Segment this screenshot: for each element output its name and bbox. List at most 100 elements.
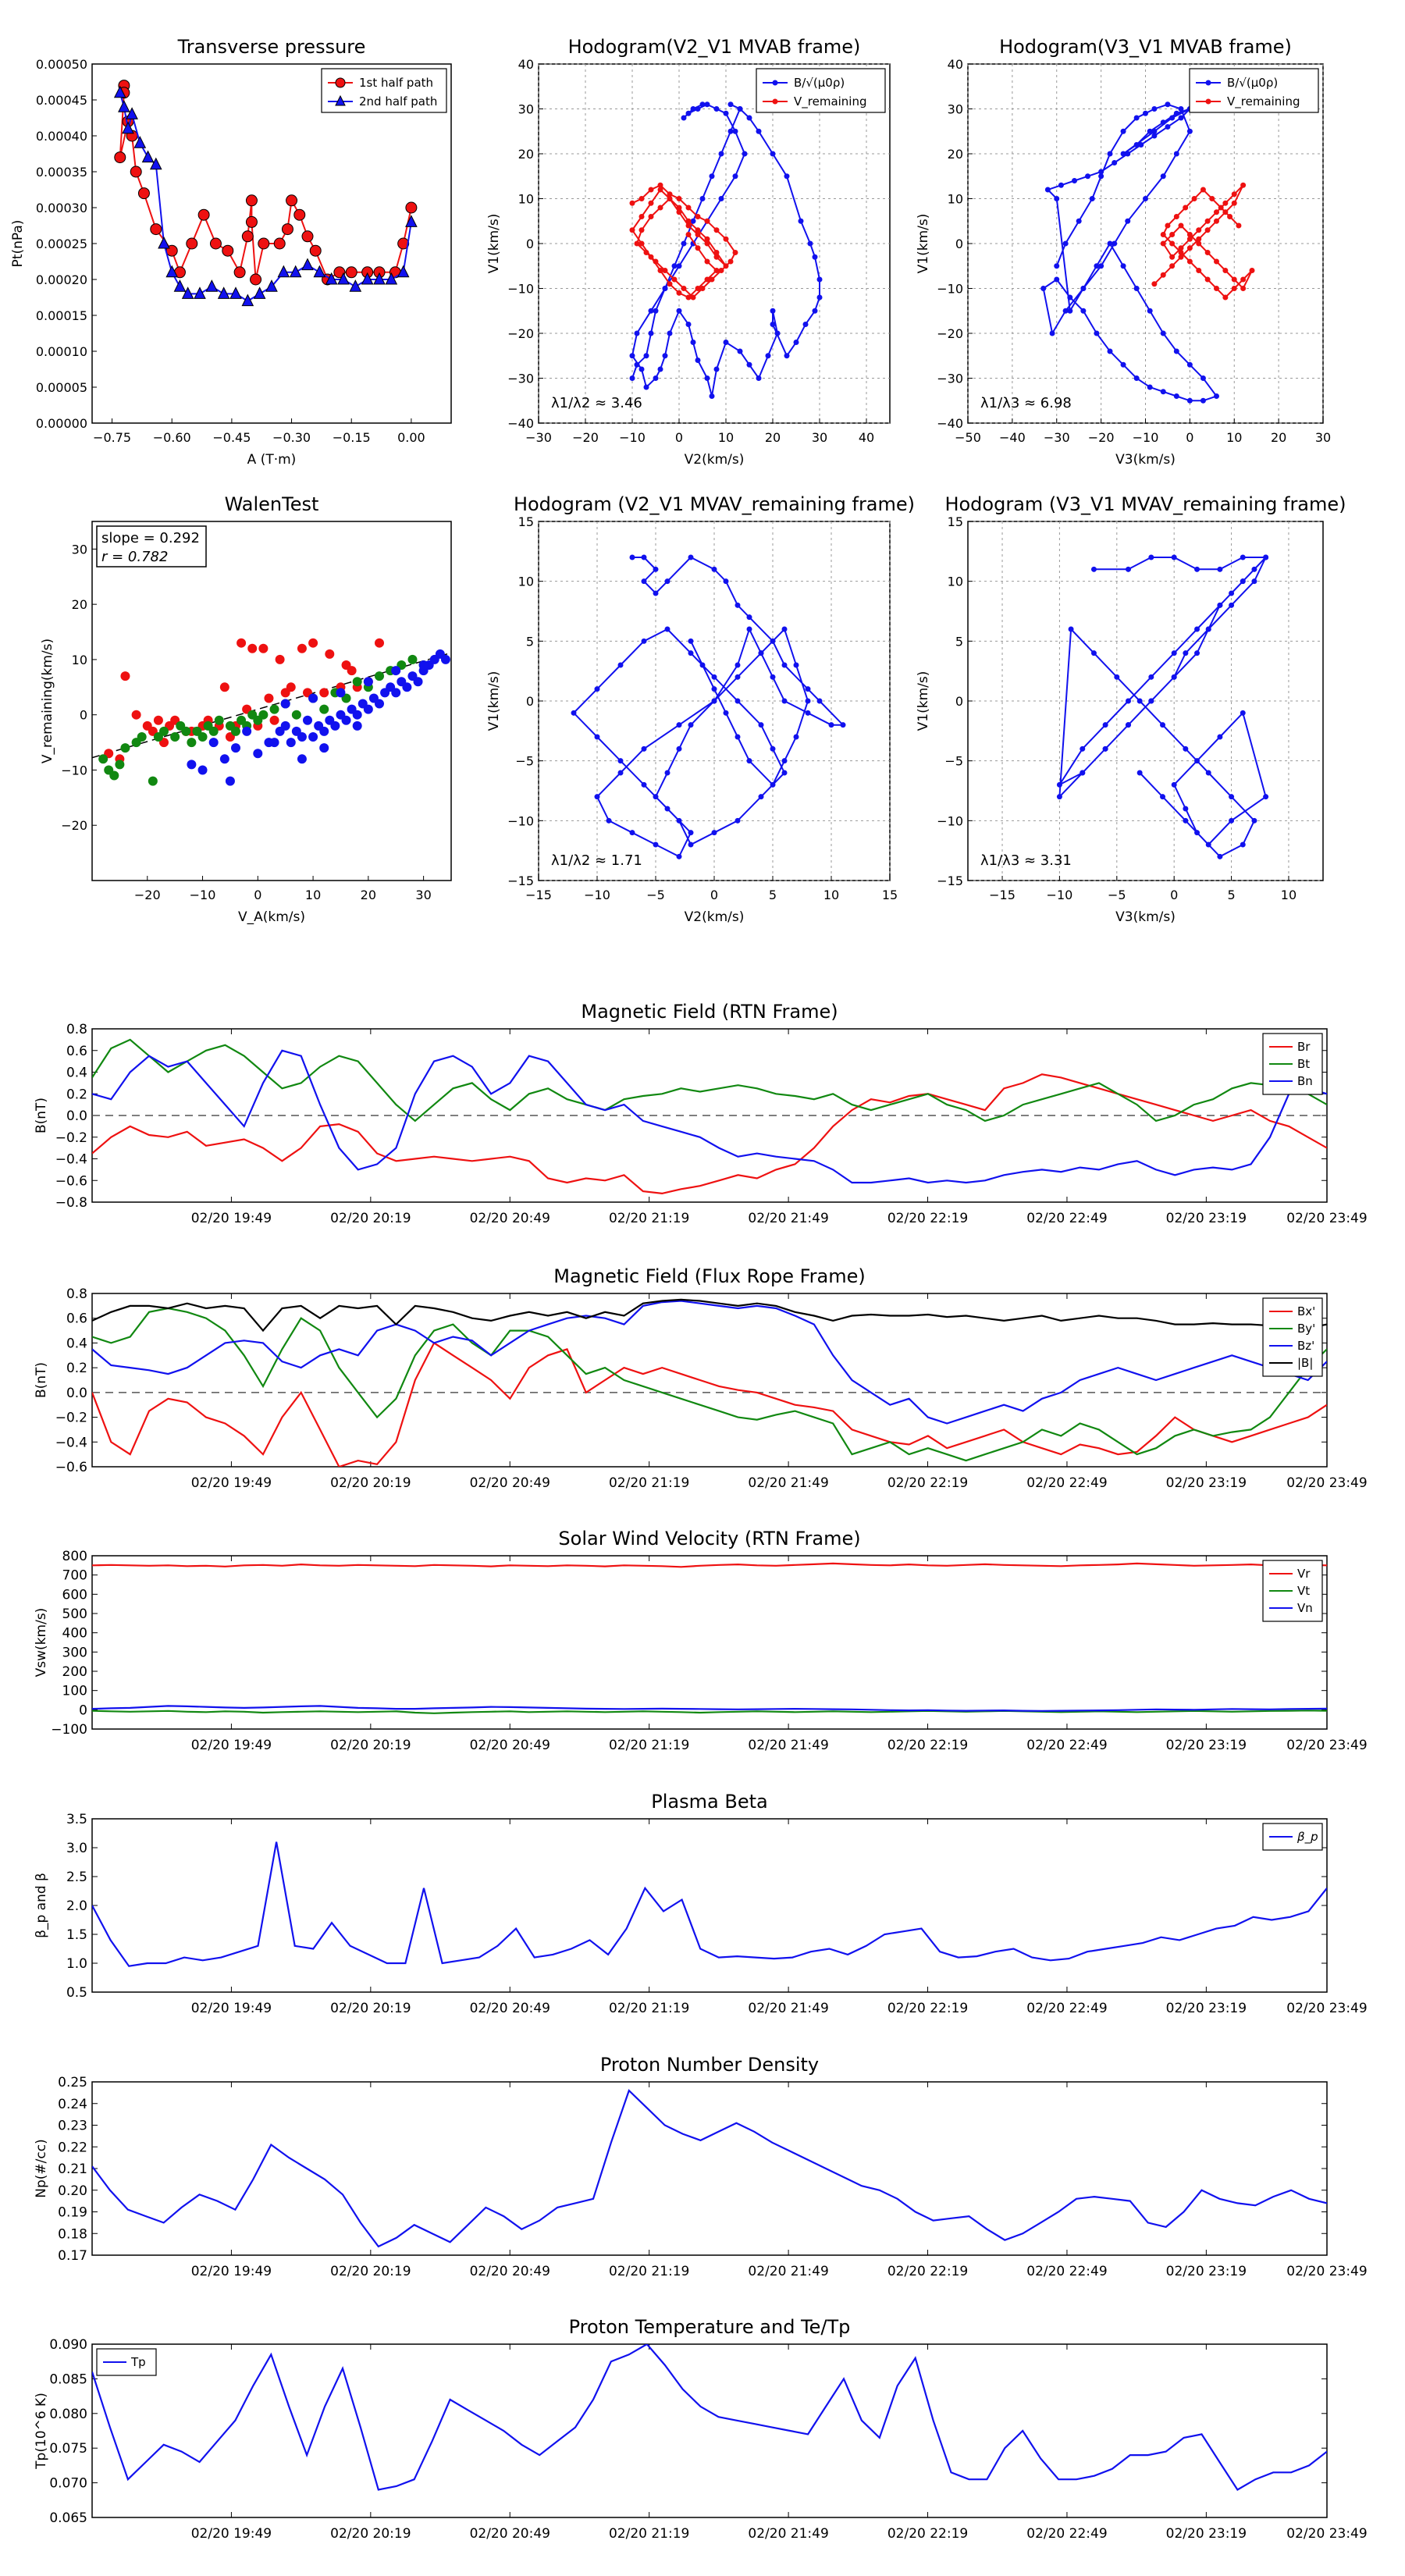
y-tick-label: 0.00045	[36, 93, 87, 108]
data-point	[676, 290, 682, 296]
data-point	[347, 666, 357, 676]
y-tick-label: 0.075	[49, 2441, 87, 2457]
x-tick-label: 02/20 21:19	[609, 1211, 689, 1226]
data-point	[113, 85, 126, 98]
data-point	[269, 738, 279, 748]
x-tick-label: 02/20 21:19	[609, 1475, 689, 1491]
y-tick-label: 0.18	[58, 2226, 87, 2242]
y-tick-label: 20	[518, 147, 534, 162]
x-tick-label: 10	[1226, 430, 1242, 445]
data-point	[634, 361, 640, 368]
legend-label: Bz'	[1297, 1339, 1314, 1353]
legend-label: Bt	[1297, 1057, 1310, 1071]
data-point	[225, 776, 235, 786]
y-tick-label: 2.5	[66, 1870, 87, 1885]
data-point	[699, 286, 706, 291]
data-point	[711, 674, 717, 680]
y-tick-label: 10	[72, 653, 87, 667]
data-point	[250, 273, 262, 286]
y-tick-label: 0.24	[58, 2097, 87, 2112]
data-point	[781, 626, 788, 632]
x-tick-label: −0.60	[153, 430, 191, 445]
data-point	[732, 173, 738, 180]
data-point	[385, 272, 398, 285]
y-tick-label: 0	[526, 237, 534, 251]
data-point	[594, 734, 600, 740]
data-point	[1062, 240, 1069, 247]
x-tick-label: 20	[1271, 430, 1286, 445]
data-point	[695, 214, 701, 219]
data-point	[638, 196, 645, 201]
data-point	[1076, 218, 1082, 224]
data-point	[723, 263, 729, 269]
data-point	[688, 830, 694, 836]
data-point	[807, 240, 813, 247]
y-tick-label: −100	[51, 1722, 87, 1738]
data-point	[141, 150, 155, 163]
data-point	[1183, 745, 1189, 752]
legend-label: β_p	[1297, 1830, 1318, 1845]
y-tick-label: 0.00015	[36, 308, 87, 323]
data-point	[1058, 182, 1064, 188]
x-tick-label: 0	[254, 888, 261, 902]
series-line-Tp	[92, 2344, 1327, 2491]
y-tick-label: 0.19	[58, 2205, 87, 2221]
data-point	[793, 340, 799, 345]
stats-box-frame	[96, 525, 207, 568]
data-point	[723, 110, 729, 116]
data-point	[352, 720, 362, 731]
plot-area	[113, 80, 418, 307]
x-tick-label: 02/20 20:49	[470, 1211, 550, 1226]
y-tick-label: 0.20	[58, 2183, 87, 2199]
chart-h2: Hodogram(V3_V1 MVAB frame)−50 −40 −30 −20 −1…	[916, 36, 1331, 468]
data-point	[258, 643, 269, 653]
data-point	[713, 254, 720, 260]
data-point	[1178, 254, 1184, 260]
data-point	[1133, 286, 1140, 291]
stats-r: r = 0.782	[101, 549, 168, 565]
data-point	[1072, 178, 1077, 183]
data-point	[594, 686, 600, 692]
data-point	[709, 393, 715, 399]
data-point	[1169, 263, 1176, 269]
data-point	[704, 236, 710, 242]
data-point	[352, 677, 362, 687]
data-point	[1080, 286, 1087, 291]
data-point	[1160, 330, 1166, 336]
data-point	[1183, 205, 1189, 211]
x-tick-label: −10	[1133, 430, 1159, 445]
data-point	[676, 308, 682, 314]
data-point	[349, 279, 362, 292]
x-tick-label: −10	[584, 888, 610, 902]
data-point	[802, 322, 809, 327]
chart-h4: Hodogram (V3_V1 MVAV_remaining frame) −15…	[916, 493, 1346, 925]
data-point	[1040, 286, 1047, 291]
data-point	[1200, 397, 1206, 404]
data-point	[667, 330, 673, 336]
plot-area	[92, 1841, 1327, 1967]
data-point	[727, 258, 734, 265]
x-tick-label: −40	[999, 430, 1026, 445]
data-point	[319, 743, 329, 753]
data-point	[1186, 361, 1193, 368]
data-point	[667, 196, 673, 201]
data-point	[187, 760, 197, 770]
x-tick-label: 02/20 23:49	[1286, 1211, 1367, 1226]
data-point	[648, 254, 654, 260]
x-tick-label: 02/20 22:19	[887, 1475, 968, 1491]
data-point	[727, 128, 734, 134]
data-point	[657, 268, 663, 273]
data-point	[657, 205, 663, 211]
data-point	[664, 578, 670, 585]
data-point	[1231, 286, 1237, 291]
x-tick-label: 02/20 20:49	[470, 2001, 550, 2016]
y-tick-label: 2.0	[66, 1898, 87, 1914]
y-axis-label: Pt(nPa)	[10, 220, 26, 268]
y-tick-label: −5	[944, 754, 963, 769]
data-point	[711, 830, 717, 836]
chart-tp_temp: Proton Temperature and Te/Tp 0.065 0.070 0.…	[34, 2316, 1368, 2542]
data-point	[1173, 348, 1179, 354]
data-point	[676, 205, 682, 211]
data-point	[641, 554, 647, 560]
data-point	[1148, 674, 1154, 680]
